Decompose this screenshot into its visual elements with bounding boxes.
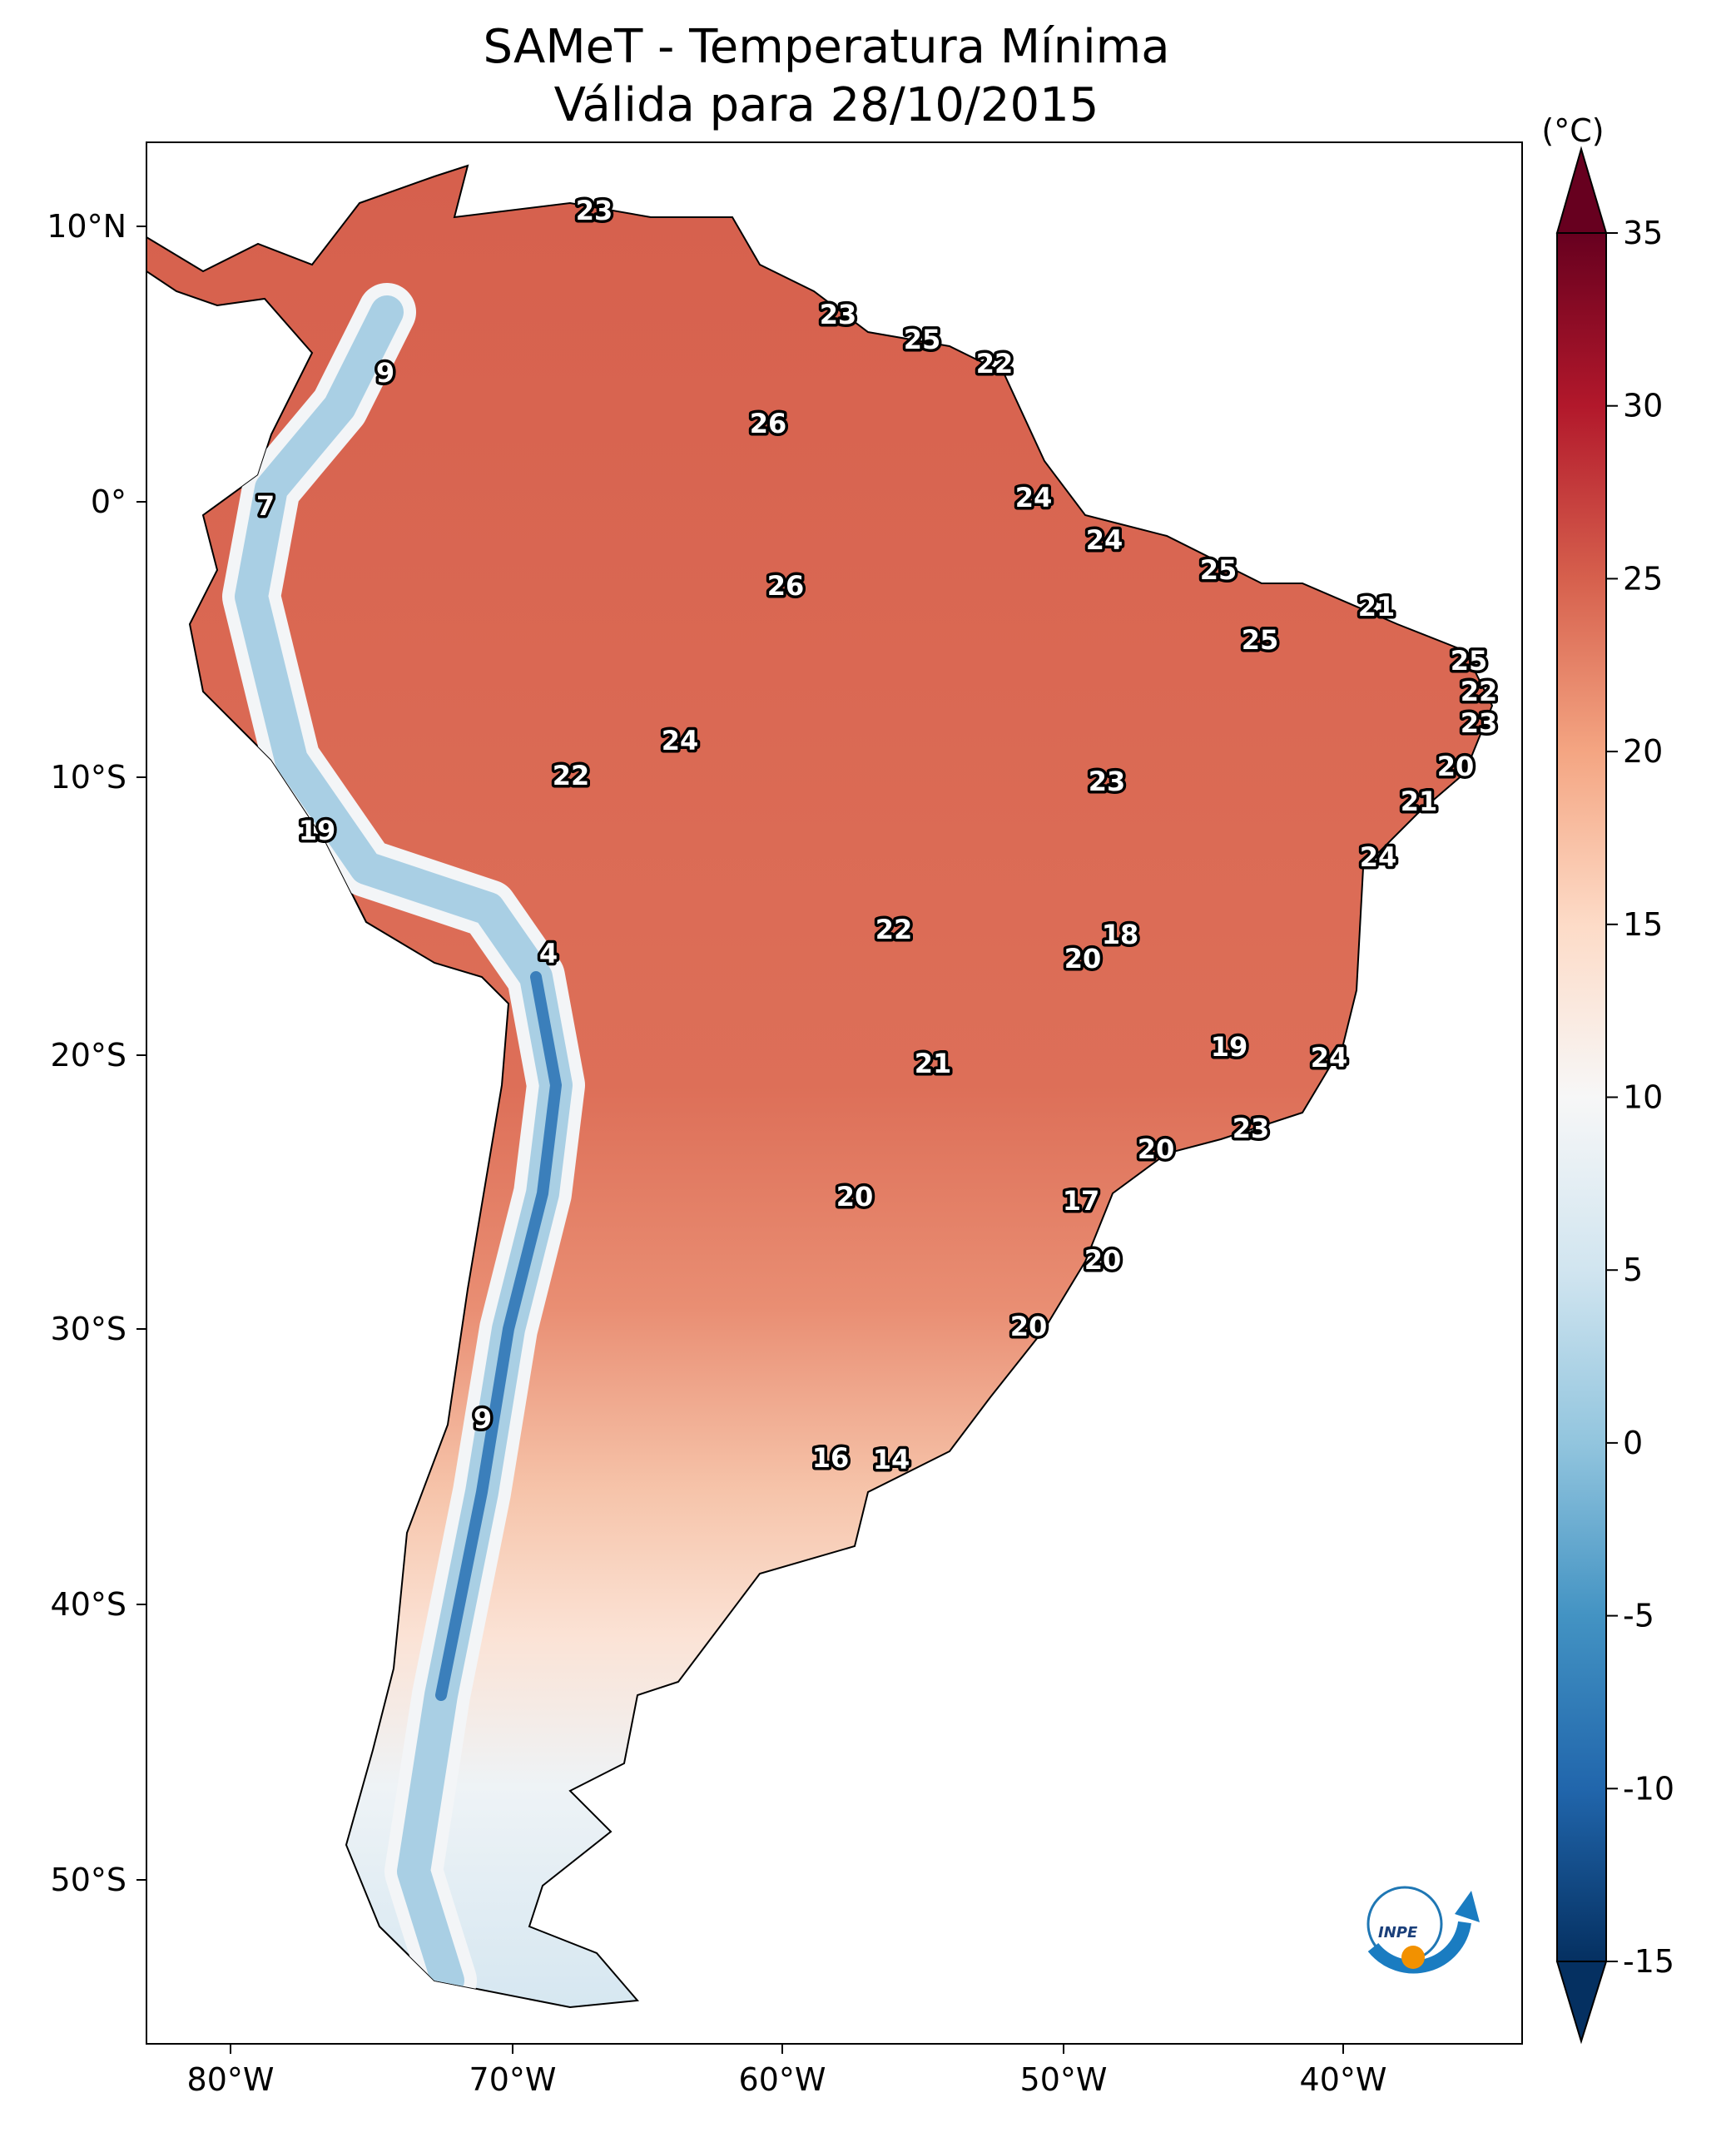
station-value-label: 21 xyxy=(1358,591,1396,622)
lon-tick-label: 70°W xyxy=(469,2061,557,2098)
colorbar-tick-label: 25 xyxy=(1623,560,1663,597)
station-value-label: 16 xyxy=(812,1442,850,1474)
lon-tick-label: 50°W xyxy=(1020,2061,1108,2098)
station-value-label: 7 xyxy=(256,490,275,522)
station-value-label: 20 xyxy=(836,1181,874,1212)
colorbar-extend-max xyxy=(1555,146,1608,234)
station-value-label: 23 xyxy=(576,195,613,226)
station-value-label: 9 xyxy=(474,1403,492,1435)
colorbar-tick-label: -5 xyxy=(1623,1598,1654,1634)
station-value-label: 9 xyxy=(376,357,394,389)
station-value-label: 23 xyxy=(1461,707,1498,739)
station-value-label: 21 xyxy=(915,1048,952,1079)
colorbar-tick-label: 5 xyxy=(1623,1252,1643,1288)
station-value-label: 21 xyxy=(1401,786,1438,817)
colorbar-extend-min xyxy=(1555,1961,1608,2045)
colorbar-bar xyxy=(1556,232,1607,1962)
lon-tick-label: 80°W xyxy=(187,2061,275,2098)
lat-tick-label: 10°S xyxy=(51,759,126,796)
station-value-label: 25 xyxy=(1451,645,1488,677)
lat-tick-label: 50°S xyxy=(51,1862,126,1898)
inpe-logo: INPE xyxy=(1366,1886,1480,1974)
station-value-label: 23 xyxy=(1233,1113,1270,1144)
station-value-label: 19 xyxy=(299,815,336,846)
colorbar-tick-label: -15 xyxy=(1623,1943,1674,1980)
station-value-label: 20 xyxy=(1437,751,1475,782)
station-value-label: 25 xyxy=(904,324,941,355)
title-line-2: Válida para 28/10/2015 xyxy=(554,78,1099,132)
lat-tick-label: 10°N xyxy=(47,208,126,245)
station-value-label: 26 xyxy=(750,408,787,439)
colorbar-tick-label: 35 xyxy=(1623,215,1663,251)
station-value-label: 20 xyxy=(1084,1244,1122,1276)
station-value-label: 24 xyxy=(662,725,699,756)
station-value-label: 23 xyxy=(1089,766,1126,797)
station-value-label: 24 xyxy=(1311,1042,1348,1074)
colorbar-tick-label: 0 xyxy=(1623,1425,1643,1461)
station-value-label: 25 xyxy=(1200,554,1238,586)
longitude-ticks: 80°W 70°W 60°W 50°W 40°W xyxy=(187,2044,1387,2098)
station-value-label: 19 xyxy=(1211,1031,1248,1063)
map-frame xyxy=(146,141,1523,2045)
andes-cold-band xyxy=(222,283,585,2007)
logo-dot xyxy=(1401,1946,1425,1969)
station-value-label: 20 xyxy=(1010,1311,1048,1342)
colorbar-tick-label: -10 xyxy=(1623,1770,1674,1807)
station-value-label: 24 xyxy=(1086,524,1123,556)
station-value-label: 22 xyxy=(875,914,913,945)
latitude-ticks: 10°N 0° 10°S 20°S 30°S 40°S 50°S xyxy=(47,208,146,1898)
lon-tick-label: 60°W xyxy=(739,2061,826,2098)
colorbar-ticks: 35 30 25 20 15 10 5 0 -5 -10 -15 xyxy=(1606,215,1674,1980)
station-value-label: 24 xyxy=(1015,482,1053,513)
lat-tick-label: 30°S xyxy=(51,1311,126,1347)
station-value-label: 22 xyxy=(976,348,1014,379)
station-value-label: 14 xyxy=(873,1444,910,1475)
station-value-label: 22 xyxy=(553,760,590,791)
station-value-label: 24 xyxy=(1360,841,1397,873)
station-value-label: 25 xyxy=(1242,624,1279,656)
lat-tick-label: 0° xyxy=(91,483,126,520)
station-value-label: 18 xyxy=(1102,919,1139,950)
station-value-label: 22 xyxy=(1461,676,1498,707)
station-value-label: 26 xyxy=(767,570,805,602)
station-value-label: 20 xyxy=(1064,943,1102,974)
colorbar: (°C) 35 30 25 20 15 10 5 0 -5 -10 -15 xyxy=(1541,112,1674,2045)
colorbar-tick-label: 30 xyxy=(1623,388,1663,424)
lat-tick-label: 40°S xyxy=(51,1586,126,1623)
title-line-1: SAMeT - Temperatura Mínima xyxy=(483,20,1169,74)
station-value-label: 23 xyxy=(820,299,857,330)
lat-tick-label: 20°S xyxy=(51,1037,126,1074)
logo-text: INPE xyxy=(1378,1924,1418,1941)
logo-arrow-icon xyxy=(1455,1891,1480,1922)
colorbar-tick-label: 10 xyxy=(1623,1079,1663,1116)
colorbar-tick-label: 15 xyxy=(1623,906,1663,943)
colorbar-tick-label: 20 xyxy=(1623,733,1663,770)
lon-tick-label: 40°W xyxy=(1300,2061,1387,2098)
logo-swoosh xyxy=(1367,1921,1471,1974)
colorbar-unit: (°C) xyxy=(1541,112,1604,149)
station-value-label: 4 xyxy=(539,938,558,969)
station-value-label: 20 xyxy=(1138,1133,1175,1165)
station-value-label: 17 xyxy=(1063,1185,1100,1217)
